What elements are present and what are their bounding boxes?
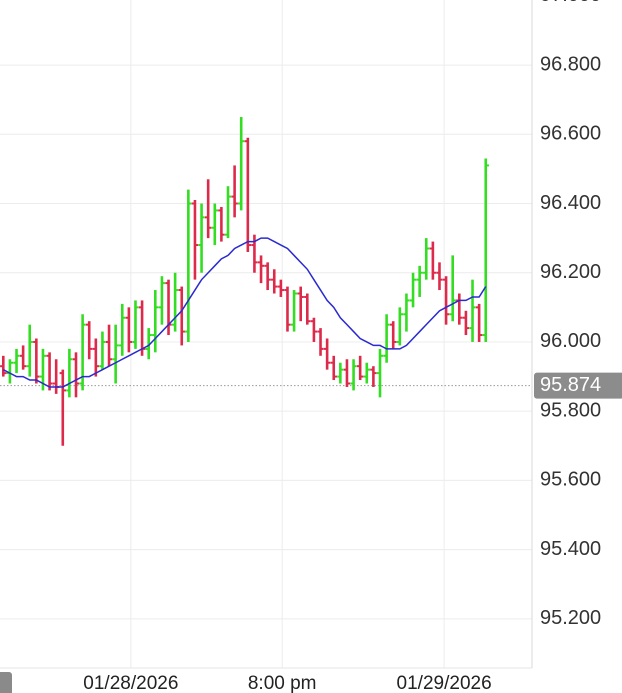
ohlc-bar [277,279,285,297]
ohlc-bar [33,338,40,384]
ohlc-bar [191,200,199,280]
ohlc-bar [231,165,238,218]
ohlc-bar [125,307,133,353]
ohlc-bar [244,137,252,252]
ohlc-bar [396,307,404,346]
ohlc-bar [442,276,450,325]
ohlc-bar [171,272,179,332]
ohlc-bar [482,158,489,342]
ohlc-bar [363,362,370,384]
y-tick-label: 95.400 [540,538,601,560]
ohlc-bar [383,314,390,363]
ohlc-bar [99,331,106,370]
ohlc-bar [376,348,384,398]
ohlc-bar [416,265,423,297]
ohlc-bar [79,314,86,391]
y-tick-label: 95.200 [540,607,601,629]
ohlc-bar [13,348,20,374]
scroll-handle[interactable] [0,672,12,693]
ohlc-bar [436,262,443,291]
ohlc-bar [403,293,410,332]
ohlc-bar [152,290,159,353]
ohlc-bar [257,255,265,284]
ohlc-bar [112,324,119,384]
ohlc-bar [343,359,351,387]
x-tick-label: 01/29/2026 [397,673,492,693]
ohlc-bar [370,366,377,387]
ohlc-bar [185,189,192,342]
ohlc-bar [72,352,80,398]
ohlc-bar [218,206,225,242]
ohlc-bar [19,345,27,370]
ohlc-bar [178,286,185,346]
ohlc-bar [224,186,232,239]
axis-labels: 95.200 95.400 95.600 95.800 96.000 96.200 96.4… [83,0,622,693]
ohlc-bar [304,293,311,325]
y-tick-label: 97.000 [540,0,601,6]
ohlc-bar [475,303,483,342]
x-tick-label: 8:00 pm [248,673,317,693]
ohlc-bar [330,355,337,381]
ohlc-bar [290,290,298,332]
ohlc-bar [462,310,470,336]
ohlc-bar [105,324,113,367]
ohlc-bar [59,369,66,446]
ohlc-bar [271,269,278,294]
ohlc-bar [323,338,331,370]
y-tick-label: 96.600 [540,123,601,145]
ohlc-bar [66,348,73,398]
ohlc-bar [46,352,53,391]
ohlc-bar [264,262,271,291]
ohlc-bar [297,286,304,322]
y-tick-label: 96.000 [540,330,601,352]
last-price-box [534,372,622,399]
y-tick-label: 95.600 [540,469,601,491]
x-tick-label: 01/28/2026 [83,673,178,693]
ohlc-bar [145,328,152,360]
ohlc-bar [390,321,397,349]
ohlc-bar [310,317,318,342]
ohlc-bar [337,362,344,384]
ohlc-bar [356,355,364,381]
ohlc-bar [119,303,126,356]
ohlc-bar [86,321,93,360]
ohlc-bar [26,324,33,377]
ohlc-bar [429,241,437,280]
last-price-label: 95.874 [540,374,601,396]
ohlc-bar [238,116,245,211]
moving-average-line [2,237,487,388]
ohlc-bar [350,359,357,391]
ohlc-bar [158,276,166,325]
ohlc-bar [132,300,139,349]
y-tick-label: 95.800 [540,399,601,421]
plot [0,116,532,446]
y-tick-label: 96.200 [540,261,601,283]
y-tick-label: 96.800 [540,53,601,75]
ohlc-bar [0,355,7,377]
ohlc-bar [284,286,291,332]
ohlc-bar [469,279,476,342]
ohlc-bar [449,255,456,322]
ohlc-bar [92,338,100,377]
grid [0,0,532,668]
ohlc-bar [211,203,218,246]
ohlc-bar [317,328,324,356]
ohlc-bar [423,238,430,280]
ohlc-bar [204,179,212,239]
ohlc-bar [409,272,417,308]
ohlc-bar [198,203,205,273]
y-tick-label: 96.400 [540,192,601,214]
